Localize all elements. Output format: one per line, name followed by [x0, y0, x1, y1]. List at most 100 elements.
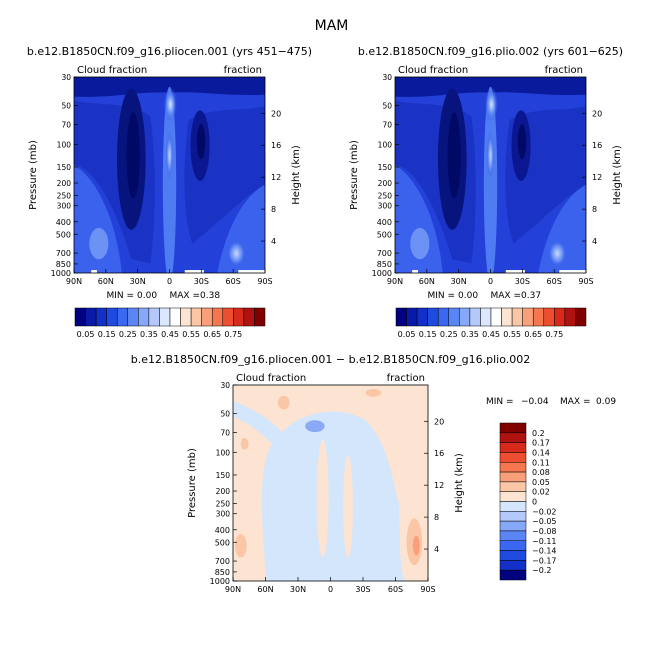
x-tick-label: 30N: [290, 585, 306, 594]
pressure-tick-label: 150: [57, 163, 72, 172]
y-axis-label: Pressure (mb): [28, 140, 39, 210]
colorbar-swatch: [138, 307, 150, 327]
missing-data-strip: [91, 270, 97, 273]
x-tick-label: 90N: [66, 277, 82, 286]
sh-boundary-layer-maximum: [226, 239, 246, 268]
colorbar-label: 0.11: [532, 458, 550, 467]
pressure-tick-label: 70: [61, 120, 71, 129]
pressure-tick-label: 300: [57, 202, 72, 211]
pressure-tick-label: 100: [57, 140, 72, 149]
colorbar-pliocen: 0.05 0.15 0.25 0.35 0.45 0.55 0.65 0.75: [74, 307, 266, 339]
colorbar-swatch: [95, 307, 107, 327]
min-label: MIN =: [486, 397, 514, 407]
nh-lower-level-cloud: [395, 165, 443, 273]
pressure-tick-label: 250: [378, 192, 393, 201]
colorbar-swatch: [499, 422, 527, 434]
x-tick-label: 60N: [98, 277, 114, 286]
colorbar-swatch: [437, 307, 450, 327]
colorbar-label: −0.2: [532, 566, 551, 575]
colorbar-label: −0.11: [532, 537, 557, 546]
colorbar-label: 0.25: [440, 330, 458, 339]
colorbar-swatch: [201, 307, 213, 327]
y-axis-right-label: Height (km): [291, 145, 302, 205]
colorbar-label: 0.17: [532, 439, 550, 448]
pressure-tick-label: 1000: [372, 269, 392, 278]
colorbar-label: 0.25: [119, 330, 137, 339]
colorbar-label: 0.55: [503, 330, 521, 339]
colorbar-label: 0.65: [524, 330, 542, 339]
pressure-tick-label: 50: [220, 410, 230, 419]
equatorial-midlevel-spot: [486, 131, 495, 179]
x-tick-label: 60S: [547, 277, 562, 286]
colorbar-swatch: [416, 307, 428, 327]
colorbar-swatch: [490, 307, 502, 327]
colorbar-difference: 0.20.170.140.110.080.050.020−0.02−0.05−0…: [499, 422, 557, 581]
x-tick-label: 30N: [451, 277, 467, 286]
colorbar-swatch: [499, 511, 527, 522]
colorbar-swatch: [499, 491, 527, 502]
colorbar-swatch: [243, 307, 255, 327]
negative-region: [261, 411, 405, 581]
colorbar-swatch: [180, 307, 192, 327]
height-tick-label: 8: [271, 205, 276, 214]
panel-title: b.e12.B1850CN.f09_g16.plio.002 (yrs 601−…: [358, 45, 623, 58]
colorbar-label: 0: [532, 498, 537, 507]
panel-pliocen: 90N 60N 30N 0 30S 60S 90S 30 50 70 100 150 200 250300…: [27, 45, 312, 301]
colorbar-swatch: [499, 481, 527, 492]
colorbar-swatch: [499, 471, 527, 483]
pressure-tick-label: 250: [57, 192, 72, 201]
nh-lower-level-cloud: [74, 165, 122, 273]
x-tick-label: 60N: [257, 585, 273, 594]
colorbar-label: 0.15: [98, 330, 116, 339]
pressure-tick-label: 700: [377, 249, 392, 258]
pressure-tick-label: 700: [215, 557, 230, 566]
nh-positive-spot: [240, 437, 249, 450]
sh-boundary-positive-core: [412, 535, 420, 556]
colorbar-label: 0.05: [532, 478, 550, 487]
colorbar-swatch: [106, 307, 118, 327]
height-tick-label: 16: [271, 141, 281, 150]
colorbar-swatch: [448, 307, 460, 327]
pressure-tick-label: 100: [378, 140, 393, 149]
height-tick-label: 12: [271, 173, 281, 182]
x-tick-label: 60N: [419, 277, 435, 286]
pressure-tick-label: 50: [61, 102, 71, 111]
pressure-tick-label: 400: [215, 526, 230, 535]
pressure-tick-label: 150: [216, 471, 231, 480]
colorbar-label: 0.15: [419, 330, 437, 339]
colorbar-label: −0.08: [532, 527, 557, 536]
tropical-tropopause-maximum: [484, 86, 499, 123]
max-label: MAX =: [491, 291, 522, 301]
equatorial-column: [162, 86, 177, 273]
pressure-tick-label: 400: [377, 218, 392, 227]
panel-plio: 90N 60N 30N 0 30S 60S 90S 30 50 70 100 150 200 250300…: [349, 45, 623, 301]
pressure-tick-label: 500: [215, 538, 230, 547]
x-tick-label: 90S: [420, 585, 435, 594]
pressure-tick-label: 30: [220, 381, 230, 390]
colorbar-label: 0.75: [545, 330, 563, 339]
x-tick-label: 30S: [515, 277, 530, 286]
sh-positive-column: [343, 455, 353, 558]
colorbar-swatch: [522, 307, 534, 327]
y-axis-label: Pressure (mb): [349, 140, 360, 210]
colorbar-label: 0.02: [532, 488, 550, 497]
colorbar-label: 0.45: [482, 330, 500, 339]
colorbar-label: 0.35: [140, 330, 158, 339]
colorbar-swatch: [499, 452, 527, 463]
x-tick-label: 30N: [130, 277, 146, 286]
colorbar-label: 0.05: [398, 330, 416, 339]
colorbar-swatch: [74, 307, 86, 327]
pressure-tick-label: 850: [215, 568, 230, 577]
colorbar-label: 0.08: [532, 468, 550, 477]
colorbar-label: 0.75: [224, 330, 242, 339]
pressure-tick-label: 850: [56, 260, 71, 269]
pressure-tick-label: 500: [377, 230, 392, 239]
height-tick-label: 20: [271, 109, 281, 118]
colorbar-swatch: [501, 307, 513, 327]
colorbar-swatch: [499, 462, 527, 473]
min-label: MIN =: [427, 291, 455, 301]
pressure-tick-label: 1000: [210, 577, 230, 586]
colorbar-swatch: [499, 442, 527, 453]
units-label: fraction: [545, 65, 583, 76]
pressure-tick-label: 300: [216, 510, 231, 519]
